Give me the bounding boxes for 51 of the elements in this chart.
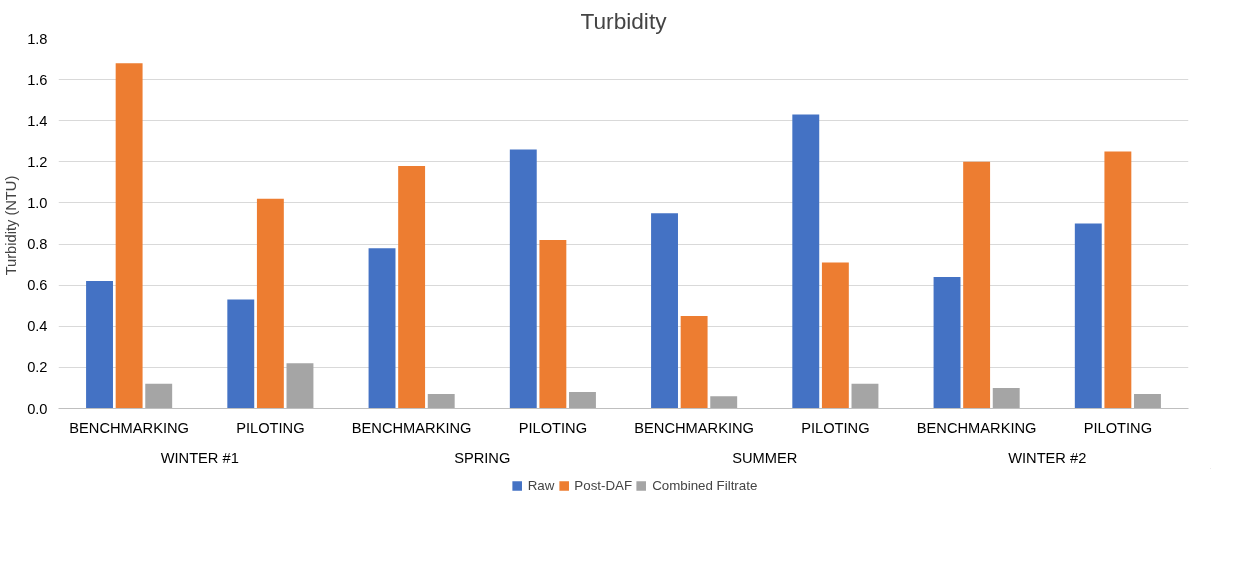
y-tick-label: 0.4 — [27, 318, 48, 335]
x-tick-label: PILOTING — [801, 419, 870, 436]
y-tick-label: 1.6 — [27, 71, 48, 88]
bar — [368, 248, 396, 409]
legend-label: Raw — [527, 477, 555, 493]
y-tick-label: 0.6 — [27, 277, 48, 294]
y-tick-label: 0.2 — [27, 359, 48, 376]
bar — [792, 114, 820, 409]
bar — [680, 316, 708, 409]
text: SPRING — [454, 449, 511, 466]
text: WINTER #1 — [160, 449, 239, 466]
bar — [145, 383, 173, 409]
bar — [710, 396, 738, 409]
y-tick-label: 1.0 — [27, 194, 48, 211]
bar — [992, 387, 1020, 409]
x-tick-label: PILOTING — [518, 419, 588, 436]
bar — [398, 165, 426, 409]
bar — [227, 299, 255, 409]
bar — [1074, 223, 1102, 409]
chart-title: Turbidity — [580, 7, 668, 34]
y-tick-label: 0.8 — [27, 236, 48, 253]
bar — [1104, 151, 1132, 409]
y-tick-label: 0.0 — [27, 400, 48, 417]
bar — [539, 239, 567, 409]
bar — [851, 383, 879, 409]
bar — [821, 262, 849, 409]
x-tick-label: BENCHMARKING — [634, 419, 754, 436]
bar — [933, 276, 961, 409]
y-tick-label: 1.2 — [27, 153, 48, 170]
bar — [651, 213, 678, 409]
x-tick-label: BENCHMARKING — [916, 419, 1037, 436]
y-axis-title: Turbidity (NTU) — [3, 175, 20, 276]
text: SUMMER — [732, 449, 798, 466]
x-tick-label: BENCHMARKING — [351, 419, 472, 436]
bar — [1134, 394, 1161, 409]
bar — [86, 281, 113, 409]
bar — [256, 198, 284, 409]
bar — [509, 149, 537, 409]
bar — [286, 363, 314, 409]
text: WINTER #2 — [1008, 449, 1087, 466]
bar — [427, 394, 455, 409]
y-tick-label: 1.4 — [27, 112, 48, 129]
y-tick-label: 1.8 — [27, 30, 48, 47]
bar — [963, 161, 991, 409]
legend-label: Post-DAF — [574, 477, 633, 493]
bar — [569, 392, 596, 409]
x-tick-label: PILOTING — [1083, 419, 1153, 436]
legend-label: Combined Filtrate — [652, 477, 758, 493]
bar — [115, 63, 143, 409]
x-tick-label: PILOTING — [236, 419, 305, 436]
x-tick-label: BENCHMARKING — [69, 419, 189, 436]
